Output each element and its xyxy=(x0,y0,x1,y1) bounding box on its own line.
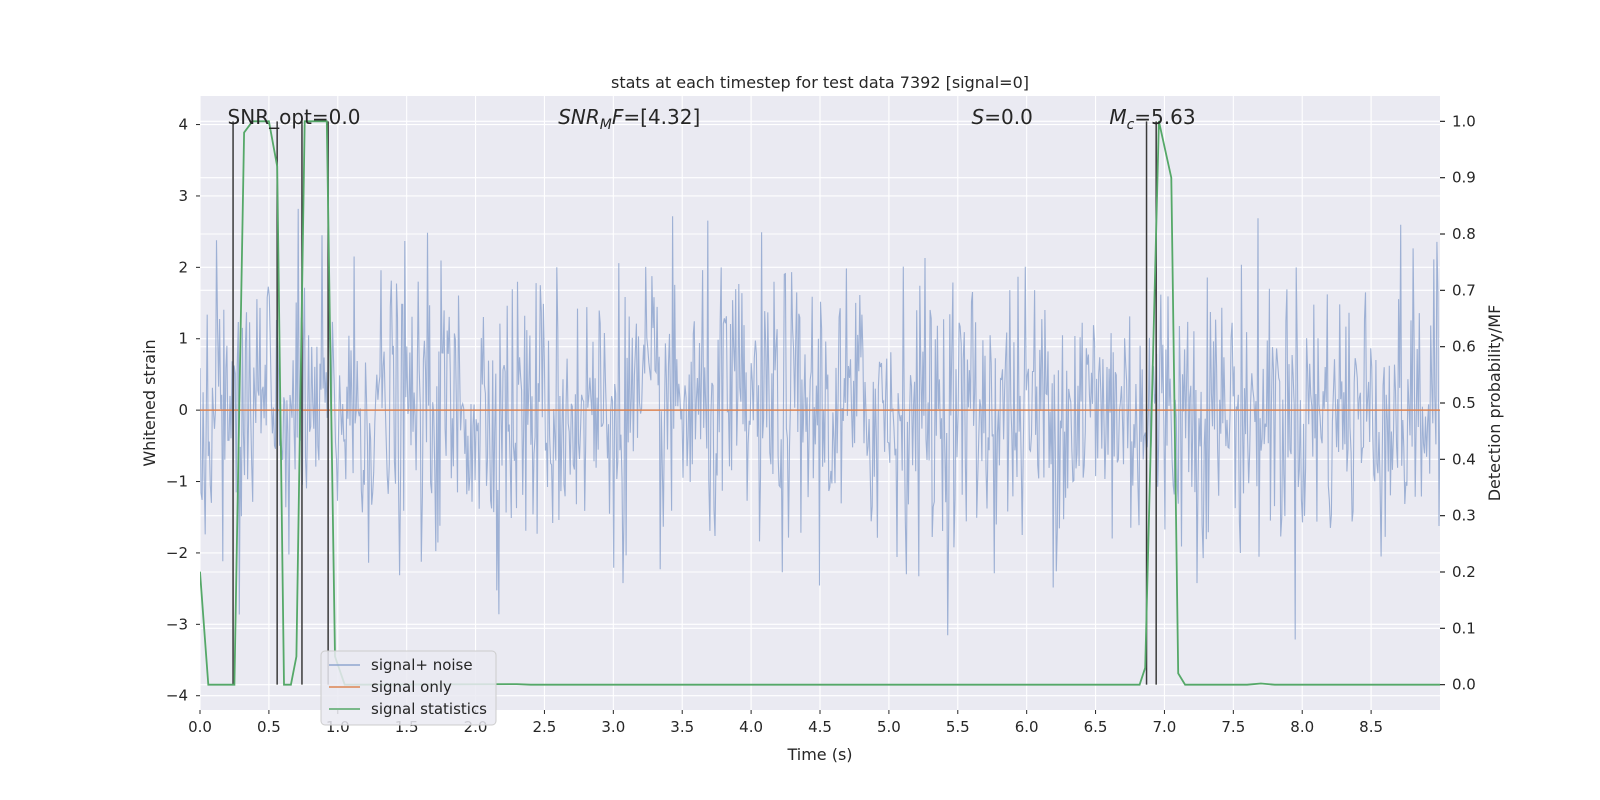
point-signal-statistics-7 xyxy=(276,165,278,167)
point-signal-statistics-25 xyxy=(1260,682,1262,685)
point-signal-statistics-6 xyxy=(268,120,270,122)
x-tick-label-0: 0.0 xyxy=(188,718,212,736)
y-right-tick-label-4: 0.4 xyxy=(1452,450,1476,468)
y-right-tick-label-1: 0.1 xyxy=(1452,619,1476,637)
x-axis-ticks: 0.0 0.5 1.0 1.5 2.0 2.5 3.0 3.5 4.0 4.5 5.0 5.5 6.0 6… xyxy=(188,710,1383,736)
point-signal-statistics-26 xyxy=(1274,684,1276,686)
y-tick-label-4: 0 xyxy=(178,401,188,419)
x-axis-label: Time (s) xyxy=(786,745,852,764)
point-signal-statistics-18 xyxy=(1139,684,1141,686)
point-signal-statistics-0 xyxy=(200,571,201,573)
x-tick-label-5: 2.5 xyxy=(533,718,557,736)
x-tick-label-9: 4.5 xyxy=(808,718,832,736)
point-signal-statistics-27 xyxy=(1439,684,1440,686)
point-signal-statistics-1 xyxy=(207,684,209,686)
y-right-tick-label-2: 0.2 xyxy=(1452,563,1476,581)
legend: signal+ noise signal only signal statist… xyxy=(320,650,497,726)
y-tick-label-0: −4 xyxy=(166,687,188,705)
y-tick-label-1: −3 xyxy=(166,615,188,633)
line-signal-noise xyxy=(200,208,1440,640)
y-tick-label-2: −2 xyxy=(166,544,188,562)
y-tick-label-5: 1 xyxy=(178,330,188,348)
x-tick-label-10: 5.0 xyxy=(877,718,901,736)
point-signal-statistics-23 xyxy=(1184,684,1186,686)
point-signal-statistics-17 xyxy=(530,684,532,686)
legend-label-signal-only: signal only xyxy=(371,678,452,696)
annotation-mc: Mc=5.63 xyxy=(1109,105,1195,133)
legend-frame xyxy=(320,650,497,726)
point-signal-statistics-3 xyxy=(243,132,245,134)
y-axis-ticks-left: −4 −3 −2 −1 0 1 2 3 4 xyxy=(166,116,200,705)
x-tick-label-13: 6.5 xyxy=(1084,718,1108,736)
y-axis-label-right: Detection probability/MF xyxy=(1485,305,1504,502)
point-signal-statistics-12 xyxy=(309,120,311,122)
y-axis-label-left: Whitened strain xyxy=(140,339,159,466)
annotations: SNR_opt=0.0 SNRMF=[4.32] S=0.0 Mc=5.63 xyxy=(228,105,1196,133)
y-tick-label-3: −1 xyxy=(166,473,188,491)
x-tick-label-12: 6.0 xyxy=(1015,718,1039,736)
point-signal-statistics-19 xyxy=(1144,667,1146,669)
annotation-s-stat: S=0.0 xyxy=(972,105,1033,129)
y-right-tick-label-6: 0.6 xyxy=(1452,338,1476,356)
y-right-tick-label-10: 1.0 xyxy=(1452,112,1476,130)
y-axis-ticks-right: 0.0 0.1 0.2 0.3 0.4 0.5 0.6 0.7 0.8 0.9 1.0 xyxy=(1440,112,1476,694)
y-right-tick-label-3: 0.3 xyxy=(1452,507,1476,525)
x-tick-label-1: 0.5 xyxy=(257,718,281,736)
point-signal-statistics-21 xyxy=(1170,177,1172,179)
point-signal-statistics-16 xyxy=(516,683,518,685)
y-right-tick-label-8: 0.8 xyxy=(1452,225,1476,243)
point-signal-statistics-24 xyxy=(1246,684,1248,686)
legend-label-signal-statistics: signal statistics xyxy=(371,700,487,718)
point-signal-statistics-2 xyxy=(233,684,235,686)
y-tick-label-6: 2 xyxy=(178,258,188,276)
x-tick-label-11: 5.5 xyxy=(946,718,970,736)
line-signal-statistics xyxy=(200,120,1440,686)
x-tick-label-17: 8.5 xyxy=(1359,718,1383,736)
legend-label-signal-noise: signal+ noise xyxy=(371,656,473,674)
x-tick-label-8: 4.0 xyxy=(739,718,763,736)
y-tick-label-7: 3 xyxy=(178,187,188,205)
y-right-tick-label-9: 0.9 xyxy=(1452,169,1476,187)
annotation-snr-opt: SNR_opt=0.0 xyxy=(228,105,361,129)
point-signal-statistics-20 xyxy=(1158,120,1160,122)
point-signal-statistics-8 xyxy=(283,684,285,686)
y-right-tick-label-0: 0.0 xyxy=(1452,676,1476,694)
y-right-tick-label-5: 0.5 xyxy=(1452,394,1476,412)
x-tick-label-6: 3.0 xyxy=(601,718,625,736)
chart-title: stats at each timestep for test data 739… xyxy=(611,73,1029,92)
point-signal-statistics-5 xyxy=(257,120,259,122)
y-tick-label-8: 4 xyxy=(178,116,188,134)
series-signal-noise xyxy=(200,208,1440,640)
point-signal-statistics-22 xyxy=(1177,672,1179,675)
x-tick-label-16: 8.0 xyxy=(1290,718,1314,736)
annotation-snr-mf: SNRMF=[4.32] xyxy=(558,105,700,133)
point-signal-statistics-11 xyxy=(304,120,306,122)
x-tick-label-7: 3.5 xyxy=(670,718,694,736)
x-tick-label-14: 7.0 xyxy=(1153,718,1177,736)
point-signal-statistics-4 xyxy=(251,120,253,122)
point-signal-statistics-10 xyxy=(295,655,297,658)
point-signal-statistics-9 xyxy=(290,684,292,686)
x-tick-label-15: 7.5 xyxy=(1221,718,1245,736)
series-signal-statistics xyxy=(200,120,1440,686)
point-signal-statistics-13 xyxy=(326,120,328,122)
y-right-tick-label-7: 0.7 xyxy=(1452,281,1476,299)
